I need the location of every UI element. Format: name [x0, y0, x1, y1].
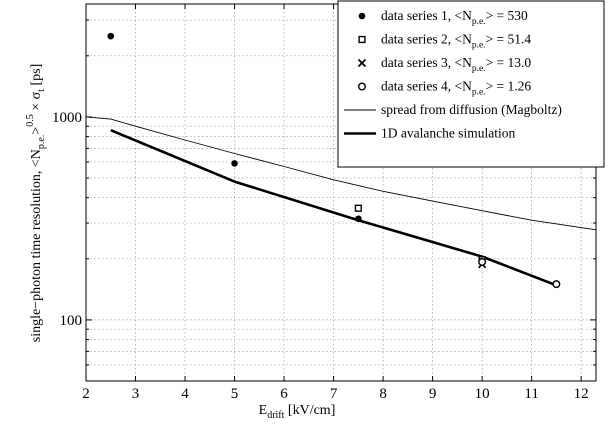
x-tick-label: 7	[330, 386, 338, 402]
x-tick-label: 6	[280, 386, 288, 402]
legend-marker-series-4	[358, 82, 367, 91]
x-tick-label: 8	[379, 386, 387, 402]
legend-label-series-2: data series 2, <Np.e.> = 51.4	[381, 32, 531, 51]
x-tick-label: 9	[429, 386, 437, 402]
x-tick-label: 5	[231, 386, 239, 402]
diffusion-spread-line	[85, 116, 597, 231]
legend-box	[337, 0, 605, 168]
legend: data series 1, <Np.e.> = 530 data series …	[337, 0, 605, 168]
axis-ticks: 2 3 4 5 6 7 8 9 10 11 12 100 1000	[52, 4, 596, 402]
cross-stroke	[357, 58, 367, 68]
x-tick-label: 12	[574, 386, 589, 402]
x-tick-label: 10	[475, 386, 490, 402]
x-tick-label: 3	[132, 386, 140, 402]
legend-label-series-4: data series 4, <Np.e.> = 1.26	[381, 79, 531, 98]
x-tick-label: 2	[82, 386, 90, 402]
legend-label-series-3: data series 3, <Np.e.> = 13.0	[381, 55, 531, 74]
legend-label-avalanche: 1D avalanche simulation	[381, 126, 515, 141]
legend-marker-series-3	[357, 58, 367, 68]
x-tick-label: 11	[524, 386, 538, 402]
y-axis-label: single−photon time resolution, <Np.e.>0.…	[25, 64, 47, 342]
x-tick-label: 4	[181, 386, 189, 402]
y-tick-label: 100	[60, 313, 83, 329]
data-point-series-4	[552, 280, 561, 289]
data-point-series-4	[478, 257, 487, 266]
data-point-series-1	[355, 215, 362, 223]
data-markers	[107, 32, 561, 289]
legend-label-series-1: data series 1, <Np.e.> = 530	[381, 8, 528, 27]
y-tick-label: 1000	[52, 110, 82, 126]
legend-label-diffusion: spread from diffusion (Magboltz)	[381, 102, 562, 117]
data-point-series-2	[354, 204, 362, 212]
legend-marker-series-1	[358, 12, 366, 20]
legend-marker-series-2	[358, 35, 366, 44]
x-axis-label: Edrift [kV/cm]	[259, 403, 336, 421]
data-point-series-1	[231, 160, 238, 167]
data-point-series-1	[107, 32, 115, 40]
